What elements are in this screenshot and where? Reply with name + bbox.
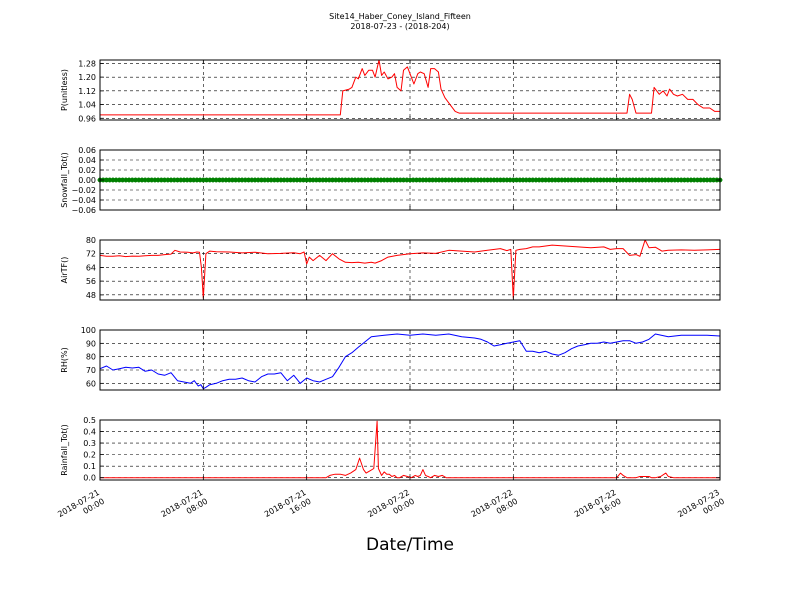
series-line-1-0 xyxy=(100,59,720,116)
x-tick-label-5: 2018-07-2216:00 xyxy=(573,488,623,528)
panel-2: −0.06−0.04−0.020.000.020.040.06 Snowfall_… xyxy=(60,146,723,215)
panel-5: 0.0 0.1 0.2 0.3 0.4 0.5 Rainfall_Tot() xyxy=(60,416,721,483)
y-axis-label-1: P(unitless) xyxy=(60,69,69,111)
y-tick-label-1-0: 0.96 xyxy=(78,114,96,123)
y-tick-label-3-1: 56 xyxy=(86,277,96,286)
x-tick-label-3: 2018-07-2200:00 xyxy=(366,488,416,528)
panel-1: 0.96 1.04 1.12 1.20 1.28 P(unitless) xyxy=(60,59,721,123)
y-tick-label-5-0: 0.0 xyxy=(83,474,96,483)
y-tick-label-4-2: 80 xyxy=(86,353,96,362)
y-tick-label-3-4: 80 xyxy=(86,236,96,245)
y-tick-label-5-3: 0.3 xyxy=(83,439,96,448)
y-axis-label-3: AirTF() xyxy=(60,257,69,284)
series-line-5-0 xyxy=(100,420,720,479)
y-tick-label-3-3: 72 xyxy=(86,250,96,259)
y-tick-label-5-5: 0.5 xyxy=(83,416,96,425)
y-tick-label-5-2: 0.2 xyxy=(83,451,96,460)
y-tick-label-2-6: 0.06 xyxy=(78,146,96,155)
x-tick-label-4: 2018-07-2208:00 xyxy=(470,488,520,528)
y-tick-label-2-5: 0.04 xyxy=(78,156,96,165)
x-tick-label-1: 2018-07-2108:00 xyxy=(160,488,210,528)
y-tick-label-4-1: 70 xyxy=(86,366,96,375)
y-axis-label-2: Snowfall_Tot() xyxy=(60,152,69,208)
y-tick-label-2-2: −0.02 xyxy=(71,186,96,195)
chart-title: Site14_Haber_Coney_Island_Fifteen xyxy=(329,12,471,21)
panel-3: 48 56 64 72 80 AirTF() xyxy=(60,236,721,301)
y-tick-label-1-1: 1.04 xyxy=(78,101,96,110)
series-line-4-0 xyxy=(99,333,721,390)
y-tick-label-4-4: 100 xyxy=(81,326,96,335)
y-axis-label-4: RH(%) xyxy=(60,347,69,372)
y-tick-label-1-2: 1.12 xyxy=(78,87,96,96)
y-tick-label-1-3: 1.20 xyxy=(78,73,96,82)
y-tick-label-2-3: 0.00 xyxy=(78,176,96,185)
x-tick-label-6: 2018-07-2300:00 xyxy=(676,488,726,528)
y-tick-label-3-0: 48 xyxy=(86,291,96,300)
y-tick-label-4-3: 90 xyxy=(86,339,96,348)
y-axis-label-5: Rainfall_Tot() xyxy=(60,424,69,476)
series-line-3-0 xyxy=(99,239,721,299)
x-axis-label: Date/Time xyxy=(366,535,454,555)
y-tick-label-4-0: 60 xyxy=(86,379,96,388)
panel-4: 60 70 80 90 100 RH(%) xyxy=(60,326,721,391)
y-tick-label-2-0: −0.06 xyxy=(71,206,96,215)
x-tick-label-0: 2018-07-2100:00 xyxy=(56,488,106,528)
y-tick-label-5-4: 0.4 xyxy=(83,428,96,437)
y-tick-label-5-1: 0.1 xyxy=(83,462,96,471)
chart-subtitle: 2018-07-23 - (2018-204) xyxy=(350,22,449,31)
y-tick-label-2-4: 0.02 xyxy=(78,166,96,175)
x-tick-label-2: 2018-07-2116:00 xyxy=(263,488,313,528)
y-tick-label-3-2: 64 xyxy=(86,263,96,272)
y-tick-label-2-1: −0.04 xyxy=(71,196,96,205)
y-tick-label-1-4: 1.28 xyxy=(78,59,96,68)
